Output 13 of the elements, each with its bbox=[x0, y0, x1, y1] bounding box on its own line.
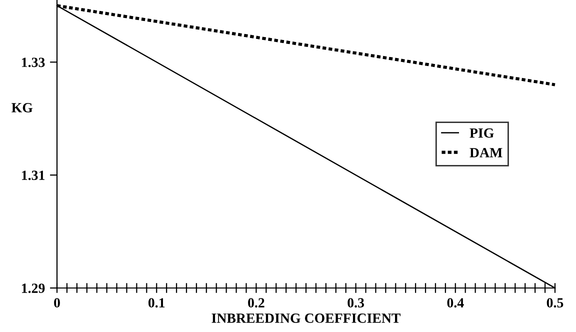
y-tick-label: 1.33 bbox=[22, 58, 45, 68]
y-axis-title: KG bbox=[12, 103, 33, 112]
x-tick-label: 0.3 bbox=[348, 298, 364, 308]
x-tick-label: 0.4 bbox=[447, 298, 464, 308]
x-tick-label: 0.2 bbox=[248, 298, 264, 308]
y-tick-label: 1.31 bbox=[22, 170, 44, 180]
x-axis-title: INBREEDING COEFFICIENT bbox=[212, 314, 401, 323]
y-tick-label: 1.29 bbox=[22, 284, 45, 294]
x-tick-label: 0.1 bbox=[148, 298, 165, 308]
legend-label: PIG bbox=[470, 128, 494, 138]
x-tick-label: 0 bbox=[54, 298, 60, 308]
legend-label: DAM bbox=[470, 148, 502, 158]
x-tick-label: 0.5 bbox=[546, 298, 564, 308]
